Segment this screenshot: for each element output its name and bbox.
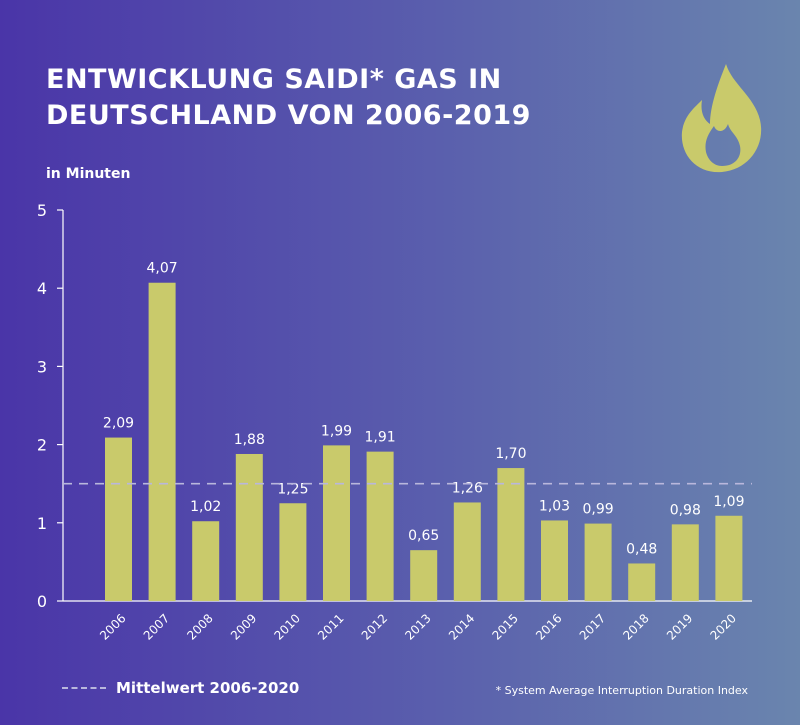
chart-value-labels: 2,09 4,07 1,02 1,88 1,25 1,99 1,91 0,65 1,26 1,70… bbox=[103, 261, 745, 558]
bar-value-label: 1,26 bbox=[452, 480, 483, 496]
x-tick-label: 2006 bbox=[97, 611, 128, 642]
x-tick-label: 2019 bbox=[664, 611, 695, 642]
y-axis-unit-label: in Minuten bbox=[46, 166, 131, 182]
x-tick-label: 2011 bbox=[315, 611, 346, 642]
y-tick-label: 2 bbox=[37, 436, 47, 455]
bar bbox=[235, 453, 263, 601]
y-tick-label: 4 bbox=[37, 279, 47, 298]
bar bbox=[628, 563, 656, 601]
x-tick-label: 2010 bbox=[272, 611, 303, 642]
bar bbox=[671, 524, 699, 601]
y-tick-label: 1 bbox=[37, 514, 47, 533]
bar bbox=[541, 520, 568, 601]
bar-value-label: 1,09 bbox=[713, 494, 744, 510]
flame-icon bbox=[681, 64, 762, 173]
chart-bars bbox=[105, 282, 743, 601]
bar bbox=[366, 451, 394, 601]
x-tick-label: 2015 bbox=[490, 611, 521, 642]
bar bbox=[279, 503, 307, 601]
chart-title: ENTWICKLUNG SAIDI* GAS IN DEUTSCHLAND VO… bbox=[46, 62, 646, 134]
bar-value-label: 0,98 bbox=[670, 502, 701, 518]
bar-value-label: 0,65 bbox=[408, 528, 439, 544]
bar bbox=[453, 502, 481, 601]
bar-value-label: 2,09 bbox=[103, 416, 134, 432]
bar bbox=[715, 515, 743, 601]
bar-value-label: 0,99 bbox=[583, 502, 614, 518]
y-tick-label: 5 bbox=[37, 201, 47, 220]
bar-value-label: 1,03 bbox=[539, 498, 570, 514]
bar-value-label: 1,02 bbox=[190, 499, 221, 515]
x-tick-label: 2016 bbox=[533, 611, 564, 642]
bar-value-label: 1,91 bbox=[365, 430, 396, 446]
bar bbox=[148, 282, 176, 601]
x-tick-label: 2018 bbox=[620, 611, 651, 642]
bar-value-label: 1,88 bbox=[234, 432, 265, 448]
bar bbox=[105, 437, 132, 601]
footnote: * System Average Interruption Duration I… bbox=[495, 684, 748, 697]
y-tick-label: 0 bbox=[37, 592, 47, 611]
x-tick-label: 2008 bbox=[184, 611, 215, 642]
bar bbox=[323, 445, 350, 601]
bar bbox=[584, 523, 612, 601]
x-tick-label: 2013 bbox=[402, 611, 433, 642]
bar bbox=[192, 521, 220, 601]
legend: Mittelwert 2006-2020 bbox=[62, 679, 299, 697]
bar bbox=[410, 550, 438, 601]
bar-value-label: 1,25 bbox=[277, 481, 308, 497]
x-tick-label: 2012 bbox=[359, 611, 390, 642]
chart-title-line-2: DEUTSCHLAND VON 2006-2019 bbox=[46, 100, 531, 131]
legend-label: Mittelwert 2006-2020 bbox=[116, 679, 300, 697]
bar bbox=[497, 468, 525, 601]
x-tick-label: 2009 bbox=[228, 611, 259, 642]
y-tick-label: 3 bbox=[37, 357, 47, 376]
chart-title-line-1: ENTWICKLUNG SAIDI* GAS IN bbox=[46, 64, 502, 95]
x-tick-label: 2020 bbox=[708, 611, 739, 642]
chart-x-labels: 2006 2007 2008 2009 2010 2011 2012 2013 2014 2015… bbox=[97, 611, 739, 642]
x-tick-label: 2017 bbox=[577, 611, 608, 642]
bar-value-label: 4,07 bbox=[147, 261, 178, 277]
bar-value-label: 1,70 bbox=[495, 446, 526, 462]
bar-value-label: 0,48 bbox=[626, 541, 657, 557]
x-tick-label: 2007 bbox=[141, 611, 172, 642]
legend-dashed-line bbox=[62, 687, 106, 689]
x-tick-label: 2014 bbox=[446, 611, 477, 642]
bar-value-label: 1,99 bbox=[321, 423, 352, 439]
